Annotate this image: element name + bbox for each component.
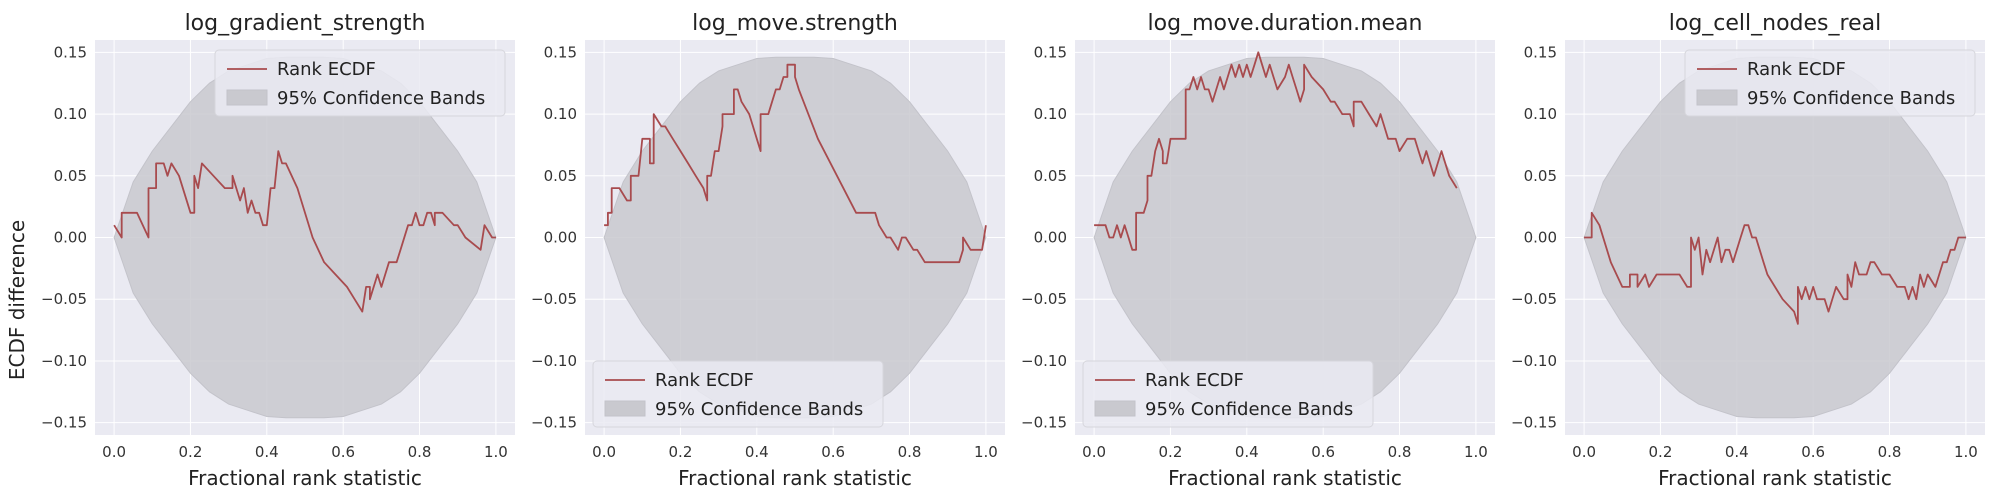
y-tick-label: 0.05	[544, 167, 577, 185]
y-tick-label: 0.00	[1034, 229, 1067, 247]
y-tick-label: 0.10	[54, 105, 87, 123]
y-tick-label: 0.00	[54, 229, 87, 247]
legend-label-confidence-bands: 95% Confidence Bands	[655, 399, 863, 420]
y-tick-label: 0.05	[54, 167, 87, 185]
legend-band-swatch	[1696, 89, 1738, 106]
x-tick-label: 0.6	[821, 443, 845, 461]
ecdf-panel-3: 0.0 0.2 0.4 0.6 0.8 1.0 −0.15 −0.10 −0.05 0.00 0.0…	[1021, 11, 1495, 490]
rank-ecdf-line	[1584, 211, 1966, 325]
y-tick-label: −0.05	[41, 290, 87, 308]
legend-box	[214, 49, 506, 117]
y-tick-label: −0.10	[1021, 352, 1067, 370]
y-tick-label: 0.00	[1524, 229, 1557, 247]
x-tick-label: 0.8	[1878, 443, 1902, 461]
x-axis-label: Fractional rank statistic	[1168, 466, 1402, 490]
chart-title: log_move.duration.mean	[1148, 11, 1423, 36]
legend-box	[1684, 49, 1976, 117]
x-tick-label: 0.6	[1801, 443, 1825, 461]
x-tick-label: 0.6	[1311, 443, 1335, 461]
ecdf-panel-2: 0.0 0.2 0.4 0.6 0.8 1.0 −0.15 −0.10 −0.05 0.00 0.0…	[531, 11, 1005, 490]
legend-band-swatch	[604, 400, 646, 417]
y-tick-label: −0.15	[41, 414, 87, 432]
x-tick-label: 1.0	[484, 443, 508, 461]
x-tick-label: 0.2	[1649, 443, 1673, 461]
x-tick-label: 0.6	[331, 443, 355, 461]
x-tick-label: 0.2	[1159, 443, 1183, 461]
x-tick-label: 0.8	[898, 443, 922, 461]
ecdf-panel-4: 0.0 0.2 0.4 0.6 0.8 1.0 −0.15 −0.10 −0.05 0.00 0.0…	[1511, 11, 1985, 490]
x-tick-label: 0.0	[102, 443, 126, 461]
legend-box	[1082, 360, 1374, 428]
y-tick-label: −0.05	[1021, 290, 1067, 308]
chart-title: log_cell_nodes_real	[1669, 11, 1881, 36]
y-tick-label: −0.10	[1511, 352, 1557, 370]
x-tick-label: 1.0	[1464, 443, 1488, 461]
x-tick-label: 0.0	[1572, 443, 1596, 461]
y-tick-label: −0.10	[41, 352, 87, 370]
y-tick-label: 0.05	[1524, 167, 1557, 185]
legend-label-confidence-bands: 95% Confidence Bands	[1747, 88, 1955, 109]
x-tick-label: 0.4	[255, 443, 279, 461]
legend: Rank ECDF 95% Confidence Bands	[1082, 360, 1374, 428]
legend-box	[592, 360, 884, 428]
rank-ecdf-line	[113, 150, 496, 313]
x-tick-label: 0.8	[408, 443, 432, 461]
legend-band-swatch	[1094, 400, 1136, 417]
y-tick-label: 0.10	[1524, 105, 1557, 123]
y-tick-label: −0.05	[1511, 290, 1557, 308]
legend-label-confidence-bands: 95% Confidence Bands	[1145, 399, 1353, 420]
x-tick-label: 1.0	[974, 443, 998, 461]
y-tick-label: −0.10	[531, 352, 577, 370]
x-axis-label: Fractional rank statistic	[1658, 466, 1892, 490]
legend-label-rank-ecdf: Rank ECDF	[1747, 59, 1846, 80]
y-tick-label: 0.00	[544, 229, 577, 247]
y-tick-label: 0.15	[1524, 43, 1557, 61]
y-tick-label: −0.15	[1021, 414, 1067, 432]
x-tick-label: 0.8	[1388, 443, 1412, 461]
legend-band-swatch	[226, 89, 268, 106]
y-tick-label: 0.15	[544, 43, 577, 61]
x-tick-label: 0.4	[745, 443, 769, 461]
panels-container: 0.0 0.2 0.4 0.6 0.8 1.0 −0.15 −0.10 −0.05 0.00 0.0…	[41, 11, 1985, 490]
shared-y-axis-label: ECDF difference	[5, 220, 29, 380]
x-axis-label: Fractional rank statistic	[188, 466, 422, 490]
x-tick-label: 0.4	[1725, 443, 1749, 461]
x-tick-label: 0.2	[179, 443, 203, 461]
legend: Rank ECDF 95% Confidence Bands	[214, 49, 506, 117]
legend: Rank ECDF 95% Confidence Bands	[592, 360, 884, 428]
x-axis-label: Fractional rank statistic	[678, 466, 912, 490]
y-tick-label: 0.10	[1034, 105, 1067, 123]
y-tick-label: −0.15	[1511, 414, 1557, 432]
y-tick-label: −0.15	[531, 414, 577, 432]
legend-label-confidence-bands: 95% Confidence Bands	[277, 88, 485, 109]
x-tick-label: 0.0	[592, 443, 616, 461]
x-tick-label: 0.2	[669, 443, 693, 461]
y-tick-label: −0.05	[531, 290, 577, 308]
x-tick-label: 0.4	[1235, 443, 1259, 461]
y-tick-label: 0.15	[54, 43, 87, 61]
chart-title: log_gradient_strength	[185, 11, 426, 36]
ecdf-panel-1: 0.0 0.2 0.4 0.6 0.8 1.0 −0.15 −0.10 −0.05 0.00 0.0…	[41, 11, 515, 490]
legend-label-rank-ecdf: Rank ECDF	[655, 370, 754, 391]
rank-ecdf-line	[1094, 51, 1458, 251]
legend-label-rank-ecdf: Rank ECDF	[277, 59, 376, 80]
chart-title: log_move.strength	[692, 11, 898, 36]
y-tick-label: 0.05	[1034, 167, 1067, 185]
y-tick-label: 0.15	[1034, 43, 1067, 61]
y-tick-label: 0.10	[544, 105, 577, 123]
rank-ecdf-line	[604, 63, 987, 264]
legend-label-rank-ecdf: Rank ECDF	[1145, 370, 1244, 391]
x-tick-label: 0.0	[1082, 443, 1106, 461]
legend: Rank ECDF 95% Confidence Bands	[1684, 49, 1976, 117]
x-tick-label: 1.0	[1954, 443, 1978, 461]
